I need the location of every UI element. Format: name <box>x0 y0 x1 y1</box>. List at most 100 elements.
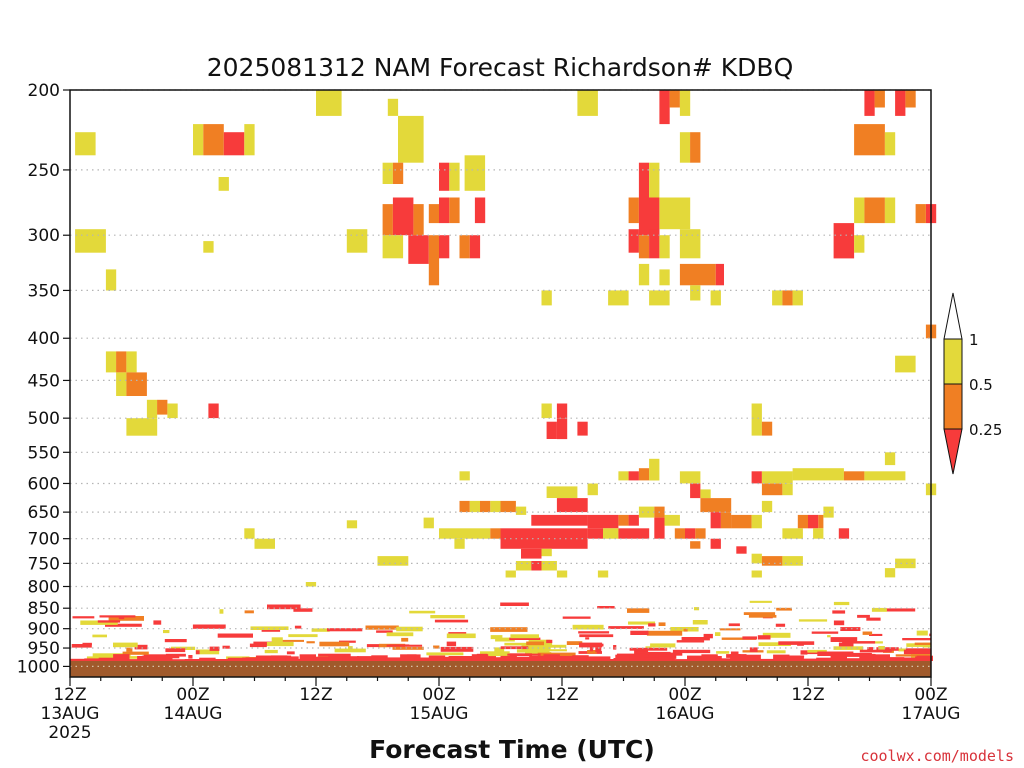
ri-cell-139 <box>685 528 696 539</box>
legend-above-1-triangle <box>943 292 963 340</box>
ri-cell-96 <box>843 471 865 481</box>
streak-152 <box>507 653 541 656</box>
surface-band-40 <box>644 657 661 661</box>
surface-band-37 <box>601 659 618 661</box>
surface-band-35 <box>572 655 589 661</box>
surface-band-50 <box>787 655 804 661</box>
surface-band-10 <box>213 659 230 661</box>
streak-15 <box>547 644 567 648</box>
ri-cell-51 <box>649 290 670 306</box>
ri-cell-109 <box>700 489 711 499</box>
streak-22 <box>272 639 304 642</box>
ri-cell-82 <box>126 418 158 436</box>
surface-band-13 <box>256 655 273 661</box>
ri-cell-111 <box>710 512 721 529</box>
streak-184 <box>838 642 854 647</box>
xtick-date-60: 16AUG <box>656 704 715 724</box>
ri-cell-61 <box>895 90 906 116</box>
streak-144 <box>500 646 529 650</box>
streak-203 <box>386 644 423 647</box>
ri-cell-133 <box>628 514 639 526</box>
ri-cell-3 <box>203 124 224 156</box>
ri-cell-47 <box>679 263 716 286</box>
streak-24 <box>579 634 614 638</box>
streak-96 <box>758 642 791 646</box>
surface-band-26 <box>443 656 460 661</box>
streak-174 <box>597 606 615 609</box>
surface-band-48 <box>758 658 776 661</box>
streak-210 <box>72 616 95 619</box>
ri-cell-40 <box>638 197 660 236</box>
ri-cell-55 <box>541 290 552 306</box>
ri-cell-0 <box>316 90 342 116</box>
streak-235 <box>862 631 873 635</box>
ri-cell-50 <box>659 269 670 286</box>
ri-cell-84 <box>541 403 552 419</box>
streak-122 <box>672 649 711 654</box>
streak-16 <box>490 627 528 632</box>
ri-cell-124 <box>469 500 481 513</box>
streak-70 <box>694 607 700 611</box>
ri-cell-9 <box>382 162 393 184</box>
ri-cell-30 <box>105 269 117 291</box>
surface-band-22 <box>385 657 403 661</box>
ri-cell-64 <box>884 132 896 156</box>
ri-cell-145 <box>439 528 491 539</box>
streak-181 <box>743 612 776 615</box>
surface-band-7 <box>170 659 187 661</box>
ri-cell-43 <box>638 235 650 259</box>
streak-6 <box>775 623 786 627</box>
xtick-label-72: 12Z <box>791 685 824 705</box>
streak-42 <box>832 610 846 614</box>
streak-130 <box>742 636 757 640</box>
streak-149 <box>827 635 831 638</box>
streak-18 <box>762 632 791 638</box>
ri-cell-37 <box>638 162 650 198</box>
ri-cell-113 <box>731 514 752 529</box>
ytick-label-850: 850 <box>28 599 60 619</box>
streak-231 <box>730 651 739 656</box>
streak-230 <box>118 615 125 620</box>
ri-cell-146 <box>490 528 501 539</box>
ri-cell-98 <box>884 452 896 466</box>
surface-band-18 <box>328 654 345 661</box>
streak-229 <box>895 654 931 657</box>
streak-102 <box>430 615 465 619</box>
ri-cell-114 <box>751 514 762 529</box>
streak-214 <box>271 637 283 643</box>
ri-cell-21 <box>464 155 486 191</box>
surface-band-33 <box>543 654 560 661</box>
ri-cell-102 <box>638 468 650 481</box>
surface-band-9 <box>199 657 216 661</box>
surface-band-3 <box>113 654 130 661</box>
ri-cell-73 <box>895 355 916 373</box>
streak-28 <box>376 630 393 633</box>
streak-242 <box>510 634 539 639</box>
surface-band-59 <box>916 655 933 661</box>
ri-cell-149 <box>541 548 552 557</box>
ri-cell-162 <box>710 538 721 549</box>
streak-50 <box>757 635 771 640</box>
streak-115 <box>692 620 708 625</box>
ytick-label-500: 500 <box>28 409 60 429</box>
ri-cell-41 <box>659 197 691 230</box>
ri-cell-159 <box>556 570 568 578</box>
streak-90 <box>192 624 226 629</box>
ri-cell-75 <box>116 351 127 373</box>
surface-band-0 <box>70 658 87 661</box>
streak-258 <box>188 655 193 659</box>
ri-cell-87 <box>556 418 568 440</box>
ri-cell-142 <box>587 528 603 539</box>
ytick-label-950: 950 <box>28 639 60 659</box>
surface-band-15 <box>285 658 302 661</box>
ri-cell-136 <box>654 517 665 539</box>
streak-79 <box>108 616 144 621</box>
streak-84 <box>721 637 756 640</box>
streak-150 <box>572 624 604 630</box>
ri-cell-17 <box>439 197 450 224</box>
surface-band-54 <box>844 658 862 661</box>
ri-cell-91 <box>751 471 762 484</box>
xtick-label-60: 00Z <box>668 685 701 705</box>
ri-cell-134 <box>638 506 655 518</box>
